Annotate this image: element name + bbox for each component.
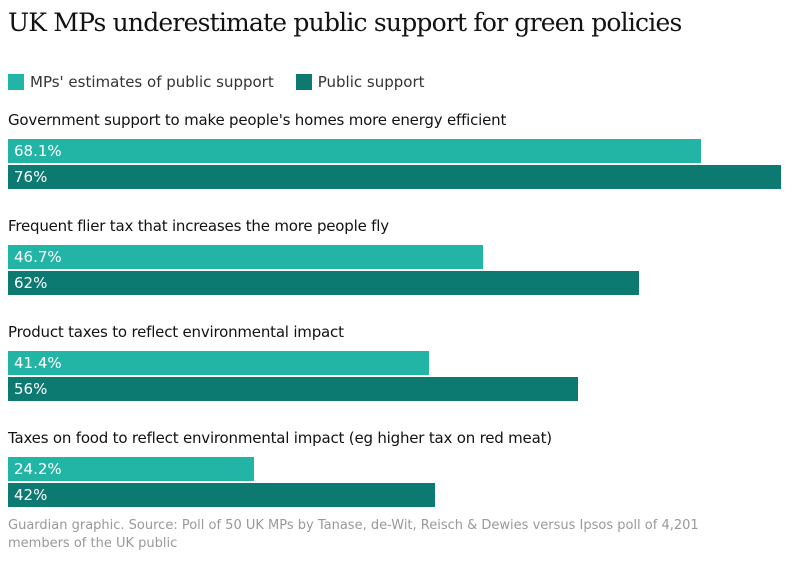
legend-swatch-mps — [8, 74, 24, 90]
legend: MPs' estimates of public support Public … — [8, 73, 447, 91]
bar-mps-estimate: 68.1% — [8, 139, 701, 163]
bar-mps-estimate: 24.2% — [8, 457, 254, 481]
bar-mps-estimate: 41.4% — [8, 351, 429, 375]
legend-item-public: Public support — [295, 73, 425, 91]
source-note: Guardian graphic. Source: Poll of 50 UK … — [8, 518, 699, 551]
bar-public-support: 42% — [8, 483, 435, 507]
bar-value-label: 62% — [14, 274, 48, 292]
bar-value-label: 46.7% — [14, 248, 62, 266]
legend-label-mps: MPs' estimates of public support — [30, 73, 274, 91]
category-label: Government support to make people's home… — [8, 111, 507, 129]
bar-value-label: 41.4% — [14, 354, 62, 372]
bar-public-support: 76% — [8, 165, 781, 189]
bar-mps-estimate: 46.7% — [8, 245, 483, 269]
bar-public-support: 62% — [8, 271, 639, 295]
bar-value-label: 42% — [14, 486, 48, 504]
bar-value-label: 76% — [14, 168, 48, 186]
category-label: Taxes on food to reflect environmental i… — [8, 429, 552, 447]
legend-label-public: Public support — [317, 73, 425, 91]
legend-swatch-public — [295, 74, 312, 90]
bar-value-label: 24.2% — [14, 460, 62, 478]
category-label: Frequent flier tax that increases the mo… — [8, 217, 389, 235]
legend-item-mps: MPs' estimates of public support — [8, 73, 274, 91]
category-label: Product taxes to reflect environmental i… — [8, 323, 344, 341]
bar-value-label: 68.1% — [14, 142, 62, 160]
bar-public-support: 56% — [8, 377, 578, 401]
chart-title: UK MPs underestimate public support for … — [8, 8, 682, 37]
bar-value-label: 56% — [14, 380, 48, 398]
